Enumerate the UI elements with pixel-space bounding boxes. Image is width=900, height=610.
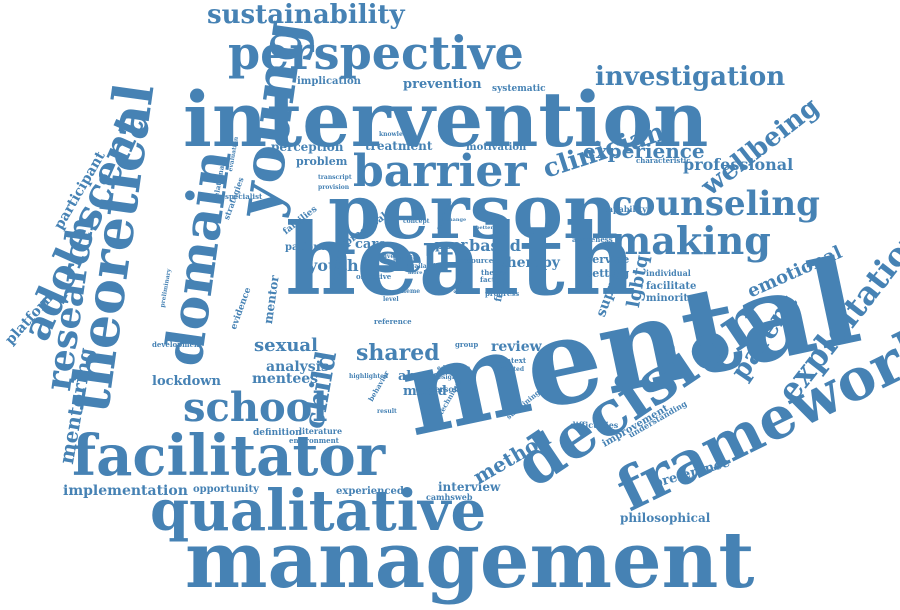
word: positive: [368, 253, 395, 260]
word: education: [437, 365, 471, 372]
word: result: [377, 408, 397, 415]
word: highlighted: [349, 373, 389, 380]
word: provision: [318, 184, 350, 191]
word: perception: [271, 140, 344, 154]
word: objective: [356, 272, 392, 281]
word: sexual: [254, 335, 318, 356]
word: systematic: [492, 84, 546, 94]
word: opportunity: [193, 484, 259, 495]
word: reference: [374, 317, 412, 326]
word: group: [455, 340, 479, 349]
word: barrier: [353, 146, 527, 197]
word: transcript: [318, 174, 352, 181]
word: patient: [285, 242, 326, 253]
word: better: [476, 225, 494, 231]
word: theme: [399, 288, 421, 295]
word: implementation: [63, 483, 188, 499]
word: investigation: [595, 62, 786, 92]
word: availability: [407, 263, 444, 270]
word: prevention: [403, 77, 482, 92]
word: change: [446, 217, 467, 223]
word: counseling: [612, 184, 820, 224]
word: abuse: [398, 369, 441, 384]
word: setting: [586, 267, 630, 280]
word: more: [408, 270, 423, 276]
word: lockdown: [152, 374, 221, 389]
word: analysis: [266, 359, 329, 375]
word: based: [469, 236, 521, 255]
word: evidence: [229, 286, 254, 332]
word: school: [183, 384, 328, 431]
word: knowledge: [379, 131, 415, 138]
word: motivation: [466, 142, 527, 153]
word: camhsweb: [426, 492, 473, 502]
word: individual: [646, 268, 691, 278]
word: health: [285, 203, 636, 318]
word: implication: [297, 76, 361, 87]
word: management: [185, 515, 755, 606]
word: philosophical: [620, 511, 711, 525]
word: design: [434, 374, 457, 381]
word: resource: [459, 256, 494, 265]
word: context: [497, 356, 527, 365]
word: facilitator: [72, 423, 386, 489]
word: perspective: [228, 26, 524, 80]
word: making: [611, 218, 771, 263]
word: theory: [481, 268, 507, 277]
word: environment: [289, 436, 339, 445]
word: specialist: [225, 192, 263, 201]
word: capability: [603, 204, 647, 214]
word: therapy: [500, 255, 560, 271]
word: experienced: [336, 486, 404, 497]
word: qualitative: [150, 478, 487, 544]
word: awareness: [572, 235, 613, 244]
word: person: [328, 167, 619, 256]
word: interview: [438, 480, 501, 494]
word: development: [152, 340, 203, 349]
word: self: [377, 236, 454, 281]
word: definition: [253, 428, 302, 438]
word: progress: [485, 289, 520, 298]
word: mentor: [261, 274, 282, 325]
word: intervention: [183, 75, 709, 164]
word: mixed: [403, 384, 447, 399]
word: mentees: [252, 371, 319, 387]
word: review: [491, 339, 542, 355]
word: personal: [429, 384, 468, 394]
word: literature: [299, 426, 343, 436]
word: difficulties: [570, 420, 619, 430]
word: treatment: [365, 139, 433, 153]
word: domain: [153, 146, 244, 370]
word: practice: [393, 255, 421, 262]
word: shared: [356, 340, 440, 366]
word: care: [355, 237, 387, 252]
word: peer: [435, 238, 468, 253]
word: facilitate: [646, 281, 697, 292]
word: level: [383, 296, 399, 303]
word: experience: [583, 139, 705, 163]
word: problem: [296, 155, 348, 168]
word: affected: [497, 366, 525, 373]
word: professional: [683, 155, 794, 174]
word: service: [586, 253, 630, 266]
word: youth: [308, 256, 359, 275]
word: minority: [646, 293, 694, 304]
word: characteristic: [636, 156, 691, 165]
word: sustainability: [207, 0, 405, 30]
word: concept: [403, 218, 430, 225]
word: factor: [480, 275, 504, 284]
